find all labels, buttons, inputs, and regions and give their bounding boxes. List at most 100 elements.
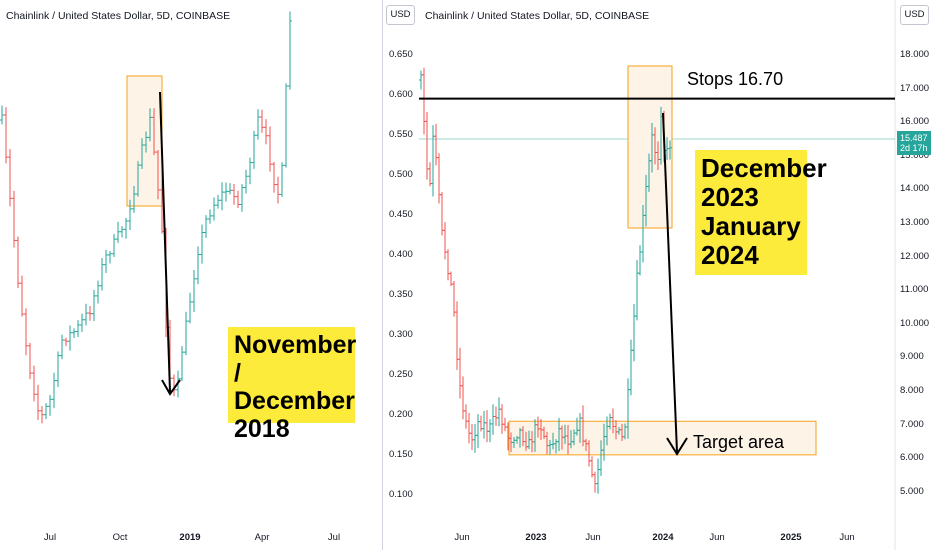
ohlc-bar: [132, 185, 136, 214]
ohlc-bar: [467, 412, 471, 444]
ohlc-bar: [491, 404, 495, 435]
right-axis-tick: 12.000: [900, 250, 930, 262]
right-x-tick-2024: 2024: [652, 532, 674, 543]
left-x-tick-apr: Apr: [254, 532, 270, 543]
ohlc-bar: [419, 70, 423, 90]
ohlc-bar: [188, 292, 192, 324]
ohlc-bar: [280, 162, 284, 197]
ohlc-bar: [140, 138, 144, 169]
ohlc-bar: [264, 119, 268, 145]
left-x-tick-jul: Jul: [43, 532, 57, 543]
ohlc-bar: [76, 320, 80, 337]
right-chart-canvas[interactable]: [419, 0, 932, 550]
left-axis-tick: 0.500: [389, 169, 413, 180]
last-price-countdown: 2d 17h: [900, 143, 928, 153]
panel-divider: [382, 0, 383, 550]
target-area-label: Target area: [693, 432, 785, 452]
right-axis-tick: 15.000: [900, 149, 930, 161]
ohlc-bar: [96, 280, 100, 304]
left-axis-tick: 0.600: [389, 89, 413, 100]
ohlc-bar: [204, 215, 208, 238]
right-axis-tick: 18.000: [900, 49, 930, 60]
ohlc-bar: [28, 342, 32, 380]
right-x-tick-2023: 2023: [525, 532, 547, 543]
ohlc-bar: [440, 191, 444, 236]
ohlc-bar: [80, 313, 84, 332]
ohlc-bar: [276, 176, 280, 204]
right-axis-tick: 10.000: [900, 317, 930, 329]
ohlc-bar: [0, 105, 4, 125]
right-x-tick-jun-4: Jun: [839, 532, 855, 543]
ohlc-bar: [497, 397, 501, 427]
ohlc-bar: [236, 190, 240, 208]
right-chart-panel[interactable]: Chainlink / United States Dollar, 5D, CO…: [419, 0, 932, 550]
right-axis-tick: 5.000: [900, 485, 924, 497]
ohlc-bar: [488, 419, 492, 443]
right-axis-tick: 17.000: [900, 82, 930, 94]
left-axis-tick: 0.200: [389, 409, 413, 420]
ohlc-bar: [220, 182, 224, 211]
ohlc-bar: [228, 183, 232, 195]
ohlc-bar: [216, 194, 220, 209]
ohlc-bar: [464, 404, 468, 429]
ohlc-bar: [212, 197, 216, 221]
ohlc-bar: [20, 275, 24, 317]
left-chart-title: Chainlink / United States Dollar, 5D, CO…: [6, 10, 231, 22]
ohlc-bar: [4, 107, 8, 164]
left-x-tick-oct: Oct: [112, 532, 128, 543]
ohlc-bar: [284, 83, 288, 168]
ohlc-bar: [148, 108, 152, 142]
ohlc-bar: [248, 157, 252, 185]
ohlc-bar: [44, 403, 48, 420]
ohlc-bar: [479, 415, 483, 432]
ohlc-bar: [128, 199, 132, 231]
left-highlight-box: [126, 75, 163, 207]
right-chart-left-price-axis[interactable]: USD 0.650 0.600 0.550 0.500 0.450 0.400 0.350 0…: [383, 0, 419, 515]
right-axis-currency-label[interactable]: USD: [900, 5, 929, 25]
ohlc-bar: [116, 221, 120, 243]
left-arrow-head-icon: [161, 379, 181, 396]
left-axis-currency-label[interactable]: USD: [386, 5, 415, 25]
left-axis-tick: 0.100: [389, 489, 413, 500]
last-price-value: 15.487: [900, 133, 928, 143]
ohlc-bar: [156, 150, 160, 200]
ohlc-bar: [668, 140, 672, 160]
ohlc-bar: [104, 249, 108, 274]
ohlc-bar: [52, 372, 56, 409]
ohlc-bar: [461, 376, 465, 420]
right-axis-tick: 11.000: [900, 284, 929, 296]
ohlc-bar: [244, 169, 248, 194]
left-chart-canvas[interactable]: [0, 0, 382, 550]
ohlc-bar: [470, 424, 474, 450]
left-annotation-callout: November / December 2018: [228, 327, 356, 443]
ohlc-bar: [443, 222, 447, 260]
ohlc-bar: [32, 365, 36, 402]
ohlc-bar: [40, 406, 44, 424]
ohlc-bar: [36, 384, 40, 421]
ohlc-bar: [256, 109, 260, 140]
left-chart-panel[interactable]: Chainlink / United States Dollar, 5D, CO…: [0, 0, 382, 550]
ohlc-bar: [144, 131, 148, 153]
right-chart-title: Chainlink / United States Dollar, 5D, CO…: [425, 10, 650, 22]
ohlc-bar: [56, 351, 60, 388]
right-down-arrow-icon: [662, 112, 678, 453]
ohlc-bar: [232, 183, 236, 205]
left-axis-tick: 0.250: [389, 369, 413, 380]
left-axis-tick: 0.400: [389, 249, 413, 260]
ohlc-bar: [260, 109, 264, 133]
right-x-tick-2025: 2025: [780, 532, 802, 543]
ohlc-bar: [224, 182, 228, 202]
left-axis-tick: 0.550: [389, 129, 413, 140]
right-axis-tick: 9.000: [900, 351, 924, 363]
ohlc-bar: [8, 149, 12, 207]
right-annotation-callout: December 2023 January 2024: [695, 150, 827, 275]
right-axis-tick: 7.000: [900, 418, 924, 430]
left-axis-tick: 0.350: [389, 289, 413, 300]
target-zone-box: [508, 420, 817, 456]
ohlc-bar: [503, 417, 507, 432]
right-axis-tick: 8.000: [900, 385, 924, 396]
ohlc-bar: [425, 111, 429, 180]
ohlc-bar: [200, 224, 204, 264]
right-axis-tick: 16.000: [900, 116, 930, 128]
left-axis-tick: 0.150: [389, 449, 413, 460]
